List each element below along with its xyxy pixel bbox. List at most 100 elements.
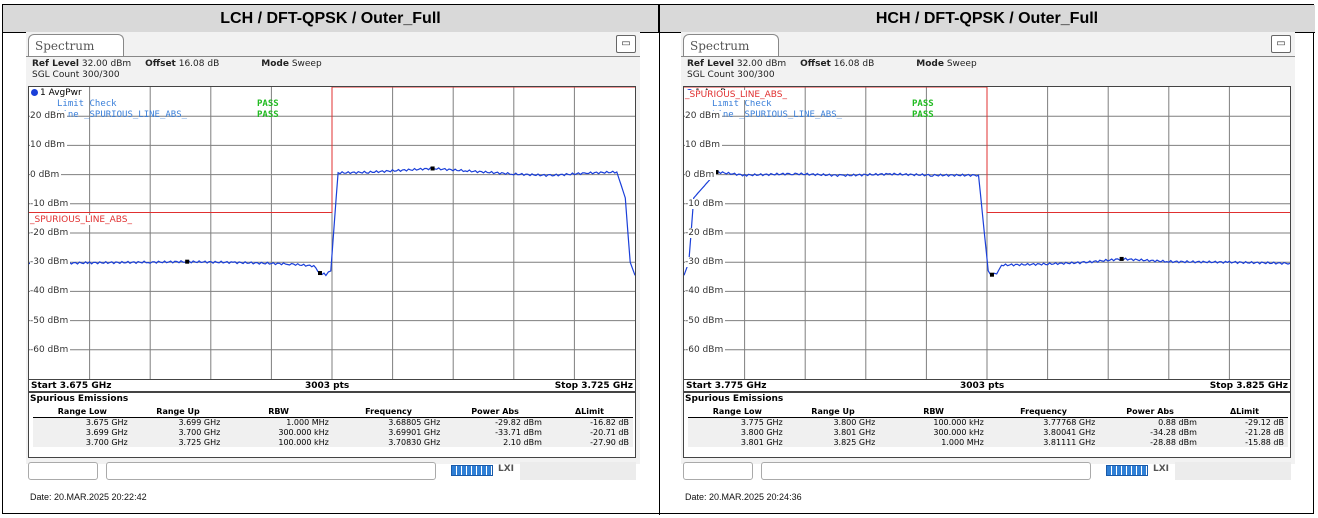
y-tick-label: 20 dBm [30,111,67,122]
offset-value: 16.08 dB [833,59,875,69]
start-frequency: Start 3.775 GHz [686,381,767,391]
column-header: Range Up [131,406,225,418]
report-frame: LCH / DFT-QPSK / Outer_Full HCH / DFT-QP… [2,4,1315,515]
instrument-settings: Ref Level 32.00 dBm Offset 16.08 dB Mode S… [32,59,322,81]
table-cell: 3.775 GHz [688,417,787,427]
column-header: Range Low [688,406,787,418]
table-cell: 3.801 GHz [786,427,880,437]
limit-line [684,87,1290,214]
table-cell: 300.000 kHz [879,427,988,437]
table-cell: 3.675 GHz [33,417,132,427]
window-menu-icon[interactable]: ▭ [1271,35,1291,53]
table-cell: 100.000 kHz [224,437,333,447]
y-tick-label: -20 dBm [30,228,71,238]
table-cell: 3.825 GHz [786,437,880,447]
table-cell: -28.88 dBm [1099,437,1201,447]
y-tick-label: 10 dBm [685,140,722,151]
tab-spectrum[interactable]: Spectrum [28,34,124,56]
y-tick-label: -10 dBm [30,198,71,209]
offset-label: Offset [800,59,831,69]
spectrum-panel: Spectrum ▭ Ref Level 32.00 dBm Offset 16.… [681,32,1295,480]
trace-label: 1 AvgPwr [31,88,82,98]
table-cell: 3.69901 GHz [332,427,445,437]
mode-value: Sweep [291,59,322,69]
y-tick-label: 0 dBm [685,169,717,180]
status-time-field [1175,462,1291,480]
peak-marker [318,271,323,276]
plot-area: 1 AvgPwr Limit Check PASS Line _SPURIOUS… [683,86,1291,380]
y-tick-label: 20 dBm [685,111,722,122]
y-tick-label: -50 dBm [685,315,726,326]
y-tick-label: 10 dBm [30,140,67,151]
table-cell: 3.77768 GHz [987,417,1100,427]
table-cell: 3.801 GHz [688,437,787,447]
window-menu-icon[interactable]: ▭ [616,35,636,53]
table-cell: 3.699 GHz [33,427,132,437]
column-header: Range Up [786,406,880,418]
column-header: Frequency [987,406,1100,418]
y-tick-label: -50 dBm [30,315,71,326]
limit-check-status: PASS [257,99,279,109]
stop-frequency: Stop 3.825 GHz [1209,381,1288,391]
table-cell: 3.800 GHz [786,417,880,427]
column-header: RBW [879,406,988,418]
status-field-left[interactable] [28,462,98,480]
y-tick-label: 0 dBm [30,169,62,180]
limit-line-status: PASS [257,110,279,120]
limit-line-status: PASS [912,110,934,120]
column-header: ΔLimit [1200,406,1288,418]
spurious-emissions-title: Spurious Emissions [685,394,784,404]
peak-marker [185,259,190,264]
table-cell: 2.10 dBm [444,437,546,447]
table-cell: 3.80041 GHz [987,427,1100,437]
table-row: 3.699 GHz 3.700 GHz 300.000 kHz 3.69901 GHz… [33,427,633,437]
limit-line-name: _SPURIOUS_LINE_ABS_ [685,90,787,100]
sgl-count: SGL Count 300/300 [32,70,120,80]
table-cell: -27.90 dB [545,437,633,447]
table-cell: -16.82 dB [545,417,633,427]
spurious-emissions-table: Spurious Emissions Range Low Range Up RBW F… [28,392,636,458]
tab-divider [26,56,640,57]
table-cell: 3.68805 GHz [332,417,445,427]
column-header: Frequency [332,406,445,418]
column-header: Range Low [33,406,132,418]
sweep-points: 3003 pts [960,381,1005,391]
table-cell: -15.88 dB [1200,437,1288,447]
table-row: 3.801 GHz 3.825 GHz 1.000 MHz 3.81111 GHz -2… [688,437,1288,447]
spurious-results: Range Low Range Up RBW Frequency Power Abs ΔL… [688,406,1288,447]
sweep-points: 3003 pts [305,381,350,391]
instrument-settings: Ref Level 32.00 dBm Offset 16.08 dB Mode S… [687,59,977,81]
spectrum-plot [29,87,635,379]
panel-header-lch: LCH / DFT-QPSK / Outer_Full [3,5,659,33]
trace-indicator-icon [31,89,38,96]
ref-level-label: Ref Level [687,59,734,69]
status-message-field[interactable] [106,462,436,480]
sweep-progress-bar [451,465,493,476]
table-cell: 1.000 MHz [224,417,333,427]
mode-label: Mode [916,59,944,69]
column-header: ΔLimit [545,406,633,418]
sweep-progress-bar [1106,465,1148,476]
limit-check-status: PASS [912,99,934,109]
table-cell: 3.700 GHz [33,437,132,447]
spectrum-panel: Spectrum ▭ Ref Level 32.00 dBm Offset 16.… [26,32,640,480]
tab-spectrum[interactable]: Spectrum [683,34,779,56]
peak-marker [430,166,435,171]
spurious-emissions-table: Spurious Emissions Range Low Range Up RBW F… [683,392,1291,458]
table-header: Range Low Range Up RBW Frequency Power Abs ΔL… [33,406,633,418]
status-message-field[interactable] [761,462,1091,480]
status-field-left[interactable] [683,462,753,480]
tab-divider [681,56,1295,57]
offset-value: 16.08 dB [178,59,220,69]
limit-line [29,87,635,214]
plot-area: 1 AvgPwr Limit Check PASS Line _SPURIOUS… [28,86,636,380]
lxi-status-icon: LXI [1153,464,1170,474]
y-tick-label: -60 dBm [685,344,726,355]
ref-level-value: 32.00 dBm [736,59,787,69]
table-cell: 3.70830 GHz [332,437,445,447]
y-tick-label: -20 dBm [685,228,726,238]
y-tick-label: -40 dBm [30,286,71,297]
spurious-results: Range Low Range Up RBW Frequency Power Abs ΔL… [33,406,633,447]
trace-line [684,171,1290,277]
table-cell: 3.700 GHz [131,427,225,437]
